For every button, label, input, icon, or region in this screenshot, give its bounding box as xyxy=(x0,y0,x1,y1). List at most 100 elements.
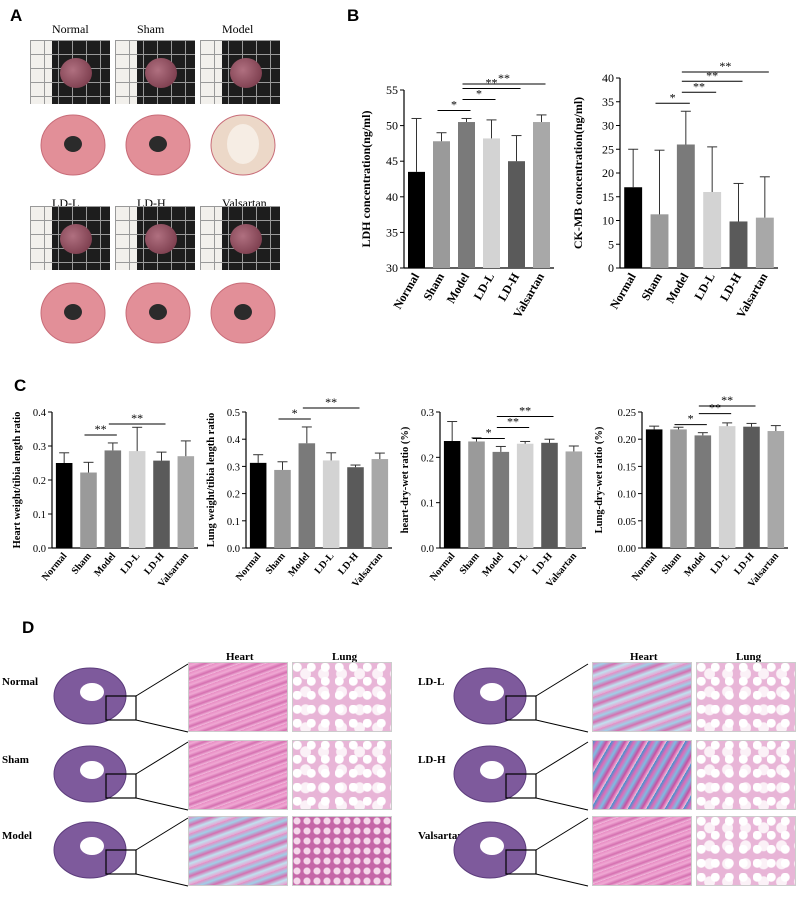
lung-histology-image xyxy=(696,740,796,810)
chart-lung-drywet: 0.00 0.05 0.10 0.15 0.20 0.25 Lung-dry-wet rat… xyxy=(594,393,788,590)
photo-label: Sham xyxy=(137,22,165,36)
x-tick-label: Model xyxy=(444,270,473,306)
bar-valsartan xyxy=(533,122,550,268)
y-tick-label: 0.0 xyxy=(227,544,240,555)
significance-label: ** xyxy=(721,393,733,407)
y-tick-label: 0.4 xyxy=(227,435,241,446)
heart-specimen xyxy=(60,58,92,88)
significance-label: ** xyxy=(95,422,107,436)
heart-cross-section xyxy=(210,282,276,344)
y-axis-label: heart-dry-wet ratio (%) xyxy=(400,426,411,533)
panel-letter-a: A xyxy=(10,6,23,25)
y-tick-label: 0.05 xyxy=(618,517,636,528)
heart-histology-image xyxy=(188,662,288,732)
row-label: Valsartan xyxy=(418,830,464,842)
y-tick-label: 0.3 xyxy=(227,462,240,473)
photo-label: Normal xyxy=(52,22,89,36)
bar-ld-l xyxy=(322,460,340,548)
chart-heart-drywet: 0.0 0.1 0.2 0.3 heart-dry-wet ratio (%) Norma… xyxy=(400,403,586,590)
lung-histology-image xyxy=(292,662,392,732)
bar-valsartan xyxy=(371,459,389,548)
bar-sham xyxy=(670,429,687,548)
heart-specimen xyxy=(60,224,92,254)
heart-histology-image xyxy=(592,740,692,810)
zoom-box xyxy=(105,695,137,721)
zoom-box xyxy=(505,773,537,799)
significance-label: * xyxy=(292,406,298,420)
significance-label: * xyxy=(486,425,492,439)
heart-histology-image xyxy=(188,740,288,810)
bar-model xyxy=(104,450,122,548)
bar-ld-l xyxy=(703,192,722,268)
y-tick-label: 55 xyxy=(386,83,398,97)
chart-ckmb: 0 5 10 15 20 25 30 35 40 CK-MB concentration(ng/m… xyxy=(571,59,778,320)
y-tick-label: 0.0 xyxy=(421,544,434,555)
significance-label: ** xyxy=(325,395,337,409)
significance-label: ** xyxy=(519,403,531,417)
significance-label: ** xyxy=(507,414,519,428)
significance-label: ** xyxy=(498,71,510,85)
x-tick-label: Model xyxy=(92,551,118,579)
x-tick-label: Normal xyxy=(234,551,264,583)
bar-ld-h xyxy=(508,161,525,268)
heart-histology-image xyxy=(592,816,692,886)
significance-label: ** xyxy=(706,68,718,82)
y-tick-label: 25 xyxy=(602,142,614,156)
column-label-heart: Heart xyxy=(630,651,658,663)
bar-normal xyxy=(645,429,663,548)
bar-ld-h xyxy=(153,460,170,548)
row-label: LD-H xyxy=(418,754,446,766)
x-tick-label: Model xyxy=(682,551,708,579)
significance-label: * xyxy=(688,412,694,426)
zoom-box xyxy=(105,773,137,799)
y-axis-label: CK-MB concentration(ng/ml) xyxy=(571,97,585,249)
heart-histology-image xyxy=(592,662,692,732)
y-tick-label: 50 xyxy=(386,119,398,133)
x-tick-label: Sham xyxy=(638,270,665,302)
bar-ld-h xyxy=(729,221,748,268)
bar-valsartan xyxy=(565,451,583,548)
heart-cross-section xyxy=(210,114,276,176)
bar-model xyxy=(458,122,475,268)
zoom-box xyxy=(505,849,537,875)
bar-ld-h xyxy=(743,426,760,548)
bar-normal xyxy=(624,187,643,268)
significance-label: ** xyxy=(131,411,143,425)
y-tick-label: 0 xyxy=(608,261,614,275)
x-tick-label: Sham xyxy=(660,550,685,576)
x-tick-label: Normal xyxy=(40,551,70,583)
y-tick-label: 0.1 xyxy=(227,517,240,528)
heart-section-overview xyxy=(53,817,189,887)
bar-sham xyxy=(650,214,669,268)
heart-specimen xyxy=(230,224,262,254)
column-label-lung: Lung xyxy=(736,651,762,663)
zoom-box xyxy=(505,695,537,721)
bar-model xyxy=(298,443,316,548)
y-tick-label: 0.5 xyxy=(227,408,240,419)
bar-normal xyxy=(55,463,73,548)
bar-ld-h xyxy=(347,467,364,548)
heart-cross-section xyxy=(40,114,106,176)
bar-ld-h xyxy=(541,442,558,548)
chart-lung-ratio: 0.0 0.1 0.2 0.3 0.4 0.5 Lung weight/tibia leng… xyxy=(206,395,392,590)
bar-valsartan xyxy=(755,217,774,268)
bar-normal xyxy=(249,462,267,548)
x-tick-label: Normal xyxy=(607,270,639,312)
heart-section-overview xyxy=(53,741,189,811)
y-tick-label: 40 xyxy=(386,190,398,204)
heart-section-overview xyxy=(453,663,589,733)
heart-histology-image xyxy=(188,816,288,886)
x-tick-label: Normal xyxy=(630,551,660,583)
y-tick-label: 0.25 xyxy=(618,408,636,419)
x-tick-label: Sham xyxy=(458,550,483,576)
x-tick-label: Model xyxy=(480,551,506,579)
bar-model xyxy=(694,435,712,548)
significance-label: ** xyxy=(719,59,731,73)
bar-normal xyxy=(408,171,425,268)
heart-section-overview xyxy=(53,663,189,733)
significance-label: ** xyxy=(709,401,721,415)
chart-ldh: 30 35 40 45 50 55 LDH concentration(ng/ml) Norm… xyxy=(359,71,554,320)
x-tick-label: Model xyxy=(663,270,692,306)
heart-cross-section xyxy=(125,282,191,344)
x-tick-label: LD-L xyxy=(507,551,531,577)
